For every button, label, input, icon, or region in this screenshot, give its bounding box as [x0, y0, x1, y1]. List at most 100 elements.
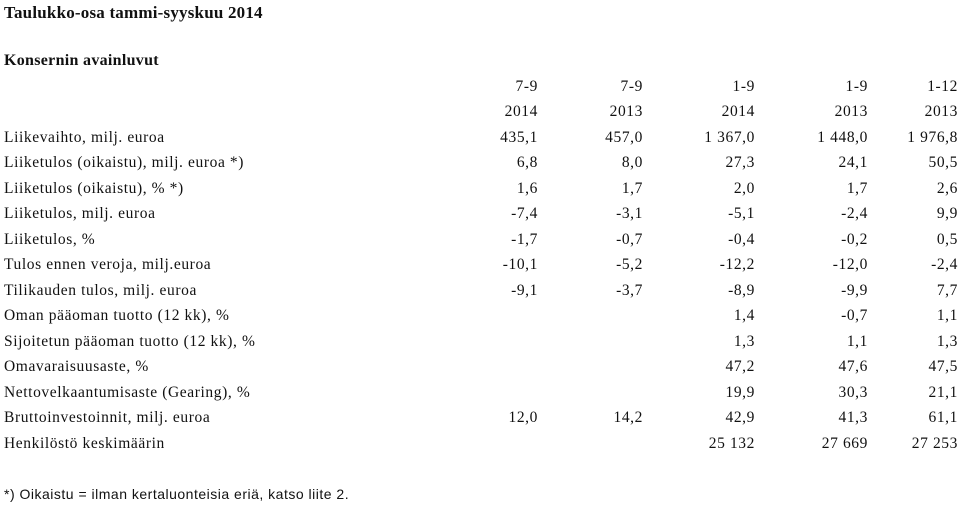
value-cell: [470, 304, 538, 330]
value-cell: [538, 304, 643, 330]
row-label: Liiketulos (oikaistu), % *): [4, 179, 184, 197]
header-period: 7-9: [620, 77, 643, 95]
key-figures-table: 7-9 7-9 1-9 1-9 1-12 2014 2013 2014 2013…: [0, 74, 958, 457]
value-cell: 50,5: [928, 154, 958, 172]
value-cell: [538, 431, 643, 457]
value-cell: 2,0: [733, 179, 755, 197]
table-row: Liiketulos (oikaistu), milj. euroa *) 6,8…: [0, 151, 958, 177]
value-cell: 435,1: [500, 128, 538, 146]
value-cell: -2,4: [841, 205, 868, 223]
row-label: Tulos ennen veroja, milj.euroa: [4, 256, 212, 274]
value-cell: [470, 355, 538, 381]
header-year: 2013: [609, 103, 643, 121]
header-year: 2014: [504, 103, 538, 121]
value-cell: -2,4: [931, 256, 958, 274]
value-cell: 1,7: [846, 179, 868, 197]
row-label: Sijoitetun pääoman tuotto (12 kk), %: [4, 332, 256, 350]
value-cell: 41,3: [838, 409, 868, 427]
value-cell: 1,6: [516, 179, 538, 197]
value-cell: 61,1: [928, 409, 958, 427]
section-title: Konsernin avainluvut: [4, 52, 159, 69]
value-cell: -3,1: [616, 205, 643, 223]
value-cell: [538, 329, 643, 355]
value-cell: -9,1: [511, 281, 538, 299]
value-cell: -10,1: [502, 256, 538, 274]
row-label: Omavaraisuusaste, %: [4, 358, 149, 376]
value-cell: 0,5: [936, 230, 958, 248]
value-cell: -12,0: [832, 256, 868, 274]
value-cell: [538, 380, 643, 406]
value-cell: 24,1: [838, 154, 868, 172]
table-row: Liikevaihto, milj. euroa 435,1 457,0 1 367,…: [0, 125, 958, 151]
value-cell: 1,4: [733, 307, 755, 325]
header-period: 1-9: [732, 77, 755, 95]
table-row: Liiketulos, milj. euroa -7,4 -3,1 -5,1 -2,4 9…: [0, 202, 958, 228]
table-row: Omavaraisuusaste, % 47,2 47,6 47,5: [0, 355, 958, 381]
value-cell: -12,2: [719, 256, 755, 274]
row-label: Liiketulos (oikaistu), milj. euroa *): [4, 154, 245, 172]
value-cell: -5,1: [728, 205, 755, 223]
table-row: Henkilöstö keskimäärin 25 132 27 669 27 253: [0, 431, 958, 457]
footnote: *) Oikaistu = ilman kertaluonteisia eriä…: [4, 486, 350, 502]
value-cell: 42,9: [725, 409, 755, 427]
value-cell: 1,1: [936, 307, 958, 325]
value-cell: 457,0: [605, 128, 643, 146]
value-cell: 1,3: [936, 332, 958, 350]
value-cell: 1,1: [846, 332, 868, 350]
value-cell: 1,7: [621, 179, 643, 197]
value-cell: 47,6: [838, 358, 868, 376]
row-label: Tilikauden tulos, milj. euroa: [4, 281, 197, 299]
value-cell: 27 669: [821, 434, 868, 452]
value-cell: 47,5: [928, 358, 958, 376]
value-cell: -9,9: [841, 281, 868, 299]
value-cell: 21,1: [928, 383, 958, 401]
value-cell: 19,9: [725, 383, 755, 401]
table-row: Liiketulos, % -1,7 -0,7 -0,4 -0,2 0,5: [0, 227, 958, 253]
value-cell: 25 132: [708, 434, 755, 452]
header-year: 2013: [924, 103, 958, 121]
table-row: Tulos ennen veroja, milj.euroa -10,1 -5,2 -…: [0, 253, 958, 279]
value-cell: [470, 431, 538, 457]
value-cell: [470, 329, 538, 355]
value-cell: 30,3: [838, 383, 868, 401]
row-label: Oman pääoman tuotto (12 kk), %: [4, 307, 230, 325]
table-row: Oman pääoman tuotto (12 kk), % 1,4 -0,7 1,1: [0, 304, 958, 330]
value-cell: -7,4: [511, 205, 538, 223]
header-row-period: 7-9 7-9 1-9 1-9 1-12: [0, 74, 958, 100]
table-row: Bruttoinvestoinnit, milj. euroa 12,0 14,2 4…: [0, 406, 958, 432]
value-cell: -3,7: [616, 281, 643, 299]
value-cell: -0,7: [616, 230, 643, 248]
header-period: 7-9: [515, 77, 538, 95]
row-label: Liikevaihto, milj. euroa: [4, 128, 165, 146]
value-cell: -5,2: [616, 256, 643, 274]
table-row: Tilikauden tulos, milj. euroa -9,1 -3,7 -8,…: [0, 278, 958, 304]
value-cell: -1,7: [511, 230, 538, 248]
row-label: Liiketulos, %: [4, 230, 96, 248]
header-row-year: 2014 2013 2014 2013 2013: [0, 100, 958, 126]
value-cell: 1 976,8: [907, 128, 958, 146]
table-body: Liikevaihto, milj. euroa 435,1 457,0 1 367,…: [0, 125, 958, 457]
value-cell: 7,7: [936, 281, 958, 299]
table-row: Nettovelkaantumisaste (Gearing), % 19,9 30…: [0, 380, 958, 406]
value-cell: 27 253: [911, 434, 958, 452]
value-cell: 14,2: [613, 409, 643, 427]
header-year: 2013: [834, 103, 868, 121]
row-label: Bruttoinvestoinnit, milj. euroa: [4, 409, 211, 427]
value-cell: -0,2: [841, 230, 868, 248]
value-cell: [538, 355, 643, 381]
value-cell: -0,4: [728, 230, 755, 248]
header-empty-cell: [0, 74, 470, 100]
header-period: 1-12: [927, 77, 958, 95]
value-cell: 2,6: [936, 179, 958, 197]
value-cell: 47,2: [725, 358, 755, 376]
header-year: 2014: [721, 103, 755, 121]
value-cell: -8,9: [728, 281, 755, 299]
value-cell: 1 367,0: [704, 128, 755, 146]
value-cell: 9,9: [936, 205, 958, 223]
value-cell: 1,3: [733, 332, 755, 350]
document-title: Taulukko-osa tammi-syyskuu 2014: [4, 3, 263, 22]
value-cell: 27,3: [725, 154, 755, 172]
value-cell: 6,8: [516, 154, 538, 172]
row-label: Liiketulos, milj. euroa: [4, 205, 156, 223]
table-row: Liiketulos (oikaistu), % *) 1,6 1,7 2,0 1,7 2…: [0, 176, 958, 202]
